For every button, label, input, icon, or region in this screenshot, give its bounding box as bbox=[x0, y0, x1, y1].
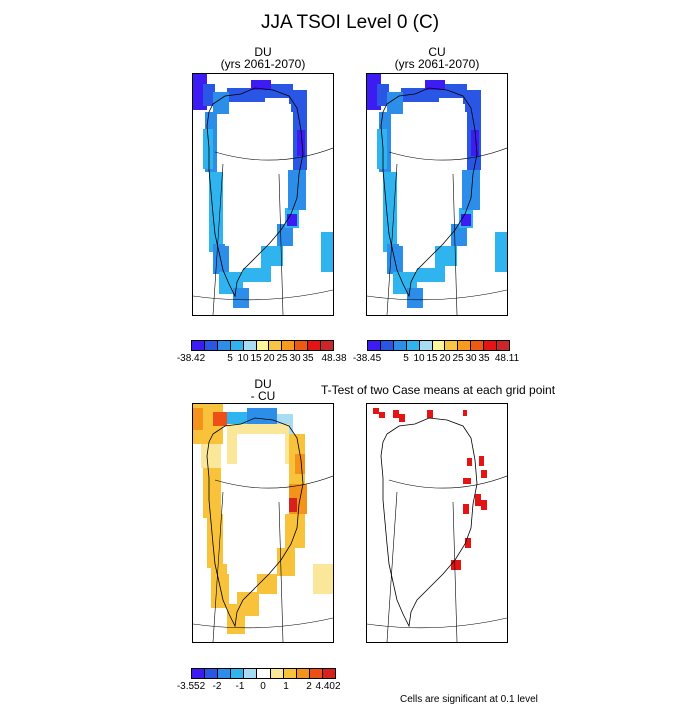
colorbar-du-swatch bbox=[269, 341, 283, 350]
colorbar-diff-label: -1 bbox=[235, 681, 245, 692]
colorbar-du-label: 35 bbox=[302, 353, 314, 364]
colorbar-diff-swatch bbox=[283, 669, 297, 678]
figure-title: JJA TSOI Level 0 (C) bbox=[260, 12, 440, 33]
colorbar-cu-swatch bbox=[368, 341, 381, 350]
colorbar-du-label: 30 bbox=[289, 353, 301, 364]
colorbar-cu-swatch bbox=[458, 341, 472, 350]
colorbar-cu-label: 5 bbox=[403, 353, 409, 364]
panel-title-du: DU (yrs 2061-2070) bbox=[192, 46, 334, 70]
graticule-du bbox=[193, 147, 333, 315]
panel-title-diff-line2: - CU bbox=[250, 389, 276, 403]
colorbar-cu-label: 30 bbox=[465, 353, 477, 364]
colorbar-cu-swatch bbox=[471, 341, 485, 350]
colorbar-du-swatch bbox=[204, 341, 218, 350]
colorbar-diff-label: -3.552 bbox=[176, 681, 206, 692]
colorbar-diff-label: 4.402 bbox=[315, 681, 341, 692]
panel-title-ttest: T-Test of two Case means at each grid po… bbox=[320, 383, 556, 397]
colorbar-cu bbox=[367, 340, 510, 351]
colorbar-cu-label: -38.45 bbox=[352, 353, 382, 364]
colorbar-diff-label: 1 bbox=[283, 681, 289, 692]
panel-title-diff: DU - CU bbox=[192, 378, 334, 402]
colorbar-cu-label: 35 bbox=[478, 353, 490, 364]
graticule-cu bbox=[367, 147, 507, 315]
graticule-diff bbox=[193, 475, 333, 642]
coastline-diff bbox=[206, 417, 304, 628]
colorbar-diff-swatch bbox=[322, 669, 336, 678]
colorbar-du-swatch bbox=[243, 341, 257, 350]
colorbar-du-swatch bbox=[295, 341, 309, 350]
colorbar-du-labels: -38.42 5 10 15 20 25 30 35 48.38 bbox=[177, 353, 347, 365]
colorbar-du-label: 48.38 bbox=[321, 353, 347, 364]
panel-title-cu-line2: (yrs 2061-2070) bbox=[394, 57, 480, 71]
colorbar-du-swatch bbox=[308, 341, 322, 350]
graticule-ttest bbox=[367, 475, 507, 642]
panel-title-diff-line1: DU bbox=[254, 377, 272, 391]
grid-cells-diff bbox=[193, 404, 333, 634]
colorbar-cu-label: 20 bbox=[439, 353, 451, 364]
colorbar-diff-swatch bbox=[218, 669, 232, 678]
colorbar-du bbox=[191, 340, 334, 351]
panel-title-cu: CU (yrs 2061-2070) bbox=[366, 46, 508, 70]
colorbar-du-swatch bbox=[256, 341, 270, 350]
colorbar-cu-swatch bbox=[406, 341, 420, 350]
colorbar-cu-label: 25 bbox=[452, 353, 464, 364]
colorbar-cu-swatch bbox=[419, 341, 433, 350]
colorbar-diff-swatch bbox=[205, 669, 219, 678]
colorbar-diff-label: 0 bbox=[260, 681, 266, 692]
colorbar-cu-label: 10 bbox=[413, 353, 425, 364]
map-panel-cu bbox=[366, 73, 508, 316]
coastline-ttest bbox=[380, 417, 478, 628]
colorbar-cu-swatch bbox=[432, 341, 446, 350]
colorbar-diff-swatch bbox=[296, 669, 310, 678]
colorbar-diff-swatch bbox=[270, 669, 284, 678]
colorbar-cu-swatch bbox=[393, 341, 407, 350]
colorbar-du-label: 10 bbox=[237, 353, 249, 364]
colorbar-diff-label: -2 bbox=[212, 681, 222, 692]
colorbar-cu-label: 48.11 bbox=[494, 353, 520, 364]
colorbar-du-label: 5 bbox=[227, 353, 233, 364]
colorbar-cu-swatch bbox=[484, 341, 498, 350]
colorbar-du-swatch bbox=[230, 341, 244, 350]
colorbar-cu-label: 15 bbox=[426, 353, 438, 364]
panel-title-du-line1: DU bbox=[254, 45, 272, 59]
panel-title-cu-line1: CU bbox=[428, 45, 446, 59]
colorbar-diff-swatch bbox=[231, 669, 245, 678]
map-panel-du bbox=[192, 73, 334, 316]
colorbar-du-label: 25 bbox=[276, 353, 288, 364]
colorbar-du-swatch bbox=[321, 341, 333, 350]
colorbar-diff-swatch bbox=[244, 669, 258, 678]
colorbar-du-label: 15 bbox=[250, 353, 262, 364]
colorbar-diff bbox=[191, 668, 336, 679]
colorbar-diff-labels: -3.552 -2 -1 0 1 2 4.402 bbox=[177, 681, 341, 693]
colorbar-cu-labels: -38.45 5 10 15 20 25 30 35 48.11 bbox=[353, 353, 519, 365]
coastline-cu bbox=[380, 87, 478, 298]
colorbar-diff-swatch bbox=[192, 669, 206, 678]
map-panel-diff bbox=[192, 403, 334, 643]
colorbar-du-label: -38.42 bbox=[176, 353, 206, 364]
colorbar-du-swatch bbox=[217, 341, 231, 350]
colorbar-cu-swatch bbox=[380, 341, 394, 350]
significant-cells bbox=[373, 408, 487, 570]
colorbar-diff-swatch bbox=[257, 669, 271, 678]
colorbar-du-label: 20 bbox=[263, 353, 275, 364]
map-panel-ttest bbox=[366, 403, 508, 643]
grid-cells-du bbox=[193, 74, 333, 308]
colorbar-diff-label: 2 bbox=[306, 681, 312, 692]
colorbar-cu-swatch bbox=[445, 341, 459, 350]
colorbar-du-swatch bbox=[192, 341, 205, 350]
grid-cells-cu bbox=[367, 74, 507, 308]
colorbar-diff-swatch bbox=[309, 669, 323, 678]
colorbar-du-swatch bbox=[282, 341, 296, 350]
colorbar-cu-swatch bbox=[497, 341, 509, 350]
coastline-du bbox=[206, 87, 304, 298]
panel-title-du-line2: (yrs 2061-2070) bbox=[220, 57, 306, 71]
